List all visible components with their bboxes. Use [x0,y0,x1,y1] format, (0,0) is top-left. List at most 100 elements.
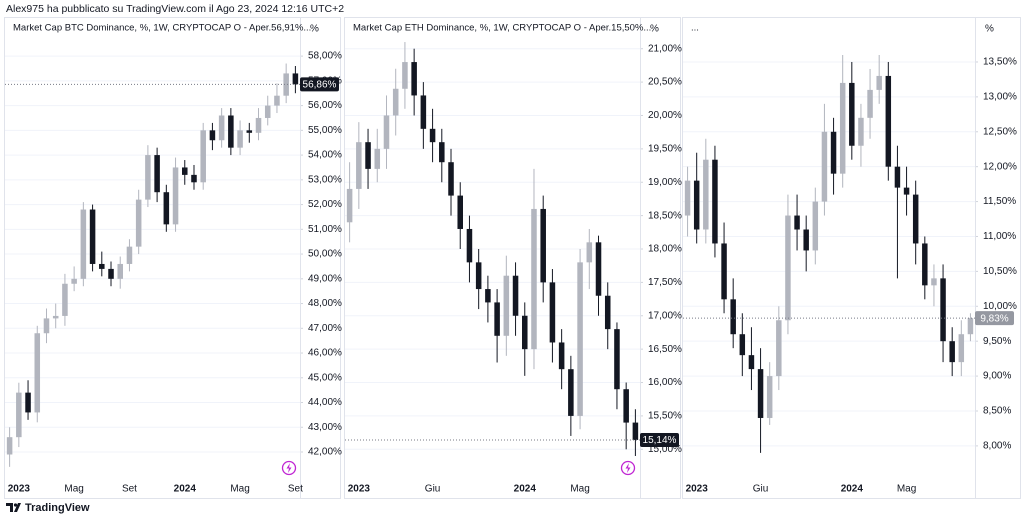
y-tick-label: 8,00% [983,441,1011,452]
candle-body [182,167,188,175]
candle-body [766,376,773,418]
candle-body [172,167,179,225]
candle-body [858,117,864,146]
y-tick-label: 9,00% [983,371,1011,382]
y-tick-label: 52,00% [308,199,342,210]
last-price-label: 15,14% [643,435,677,446]
y-tick-label: 51,00% [308,224,342,235]
y-tick-label: 55,00% [308,125,342,136]
candle-body [439,142,445,163]
candle-body [420,95,427,129]
candle-body [246,130,253,133]
candle-body [200,130,206,183]
candle-body [531,208,537,350]
candle-body [154,155,160,193]
candle-body [812,201,819,251]
last-price-label: 9,83% [980,313,1008,324]
x-tick-label: Set [288,484,303,495]
candle-body [776,320,782,377]
x-tick-label: Mag [64,484,83,495]
candle-body [568,369,574,416]
candle-body [894,166,901,188]
candle-body [411,62,417,96]
candle-body [255,117,262,133]
y-tick-label: 53,00% [308,174,342,185]
x-tick-label: 2023 [348,484,371,495]
last-price-box [300,77,339,92]
candle-body [721,243,727,300]
candle-body [712,159,718,244]
y-tick-label: 16,00% [648,377,682,388]
candle-body [62,283,68,316]
candle-body [457,195,463,229]
candle-body [876,75,882,90]
header-text: Alex975 ha pubblicato su TradingView.com… [6,3,344,15]
x-tick-label: Mag [570,484,589,495]
candle-body [191,174,197,183]
y-tick-label: 11,50% [983,196,1016,207]
title-bg [348,21,618,35]
candle-body [549,282,556,343]
candle-body [912,194,919,244]
panel-frames [4,17,1021,499]
candle-body [684,180,691,216]
y-tick-label: 12,00% [983,161,1017,172]
alert-icon[interactable] [281,460,297,476]
alert-icon[interactable] [620,460,636,476]
panel-frame [682,17,1021,499]
candle-body [586,242,593,263]
y-axis-unit: % [650,24,659,35]
x-tick-label: 2024 [174,484,197,495]
candle-body [940,278,946,342]
y-tick-label: 42,00% [308,447,342,458]
panel-frame [344,17,681,499]
y-tick-label: 47,00% [308,323,342,334]
candle-body [739,334,746,356]
candle-body [25,392,31,413]
candle-body [448,162,454,196]
plot: 42,00% 43,00% 44,00% 45,00% 46,00% 47,00% 48,0… [5,18,342,498]
chart-title: Market Cap ETH Dominance, %, 1W, CRYPTOC… [353,23,651,34]
candle-body [595,242,602,296]
plot: 15,00% 15,50% 16,00% 16,50% 17,00% 17,50% 18,0… [345,18,682,498]
alert-icon-bolt [625,463,631,473]
candle-body [43,318,50,334]
y-tick-label: 18,00% [648,244,682,255]
y-tick-label: 56,00% [308,100,342,111]
y-tick-label: 17,00% [648,310,682,321]
candle-body [604,295,611,330]
candle-body [558,342,565,370]
y-tick-label: 9,50% [983,336,1011,347]
candle-body [365,142,371,169]
y-tick-label: 45,00% [308,372,342,383]
y-tick-label: 15,00% [648,444,682,455]
candle-body [632,422,639,440]
candle-body [209,130,216,141]
candle-body [292,73,299,85]
candle-body [577,262,583,416]
candle-body [485,289,491,303]
candle-body [803,229,809,251]
x-tick-label: 2024 [841,484,864,495]
y-tick-label: 18,50% [648,210,682,221]
candle-body [512,275,519,316]
y-tick-label: 10,50% [983,266,1017,277]
candle-body [52,315,59,319]
candle-body [117,263,123,279]
candle-body [540,208,546,283]
y-tick-label: 20,00% [648,110,682,121]
y-tick-label: 17,50% [648,277,682,288]
candle-body [71,278,77,284]
candle-body [885,75,892,167]
candle-body [503,275,510,336]
candle-body [494,302,500,336]
candle-body [475,262,482,290]
candle-body [392,88,399,116]
candle-body [80,209,87,279]
candle-body [126,246,133,264]
chart-title: ... [691,23,699,34]
candle-body [135,199,142,247]
candle-body [356,142,362,189]
candle-body [931,278,937,286]
